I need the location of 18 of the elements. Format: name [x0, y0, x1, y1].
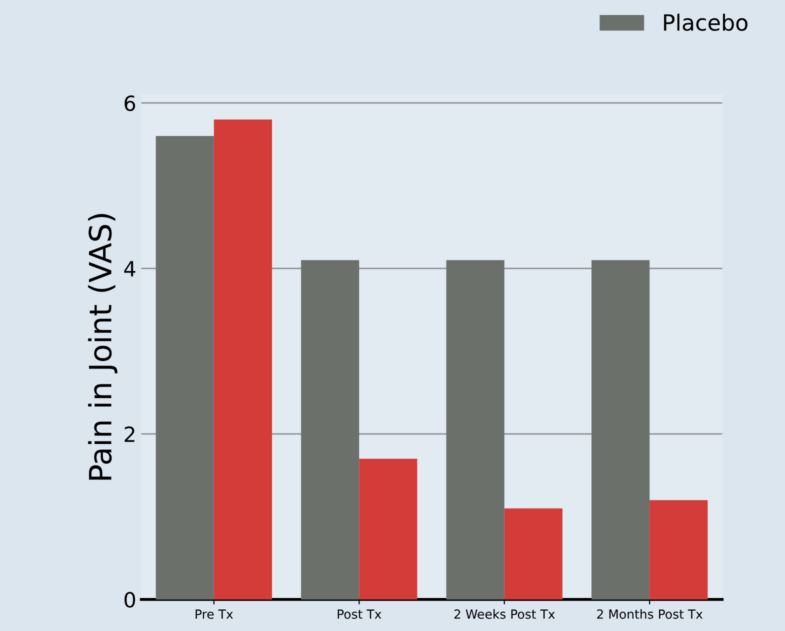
y-axis-title: Pain in Joint (VAS) [88, 214, 118, 480]
bar [301, 260, 360, 600]
bar [214, 119, 272, 600]
y-tick-label: 4 [124, 261, 136, 276]
x-tick-label: 2 Weeks Post Tx [454, 609, 555, 619]
bar [591, 260, 650, 600]
y-tick-label: 2 [124, 426, 134, 442]
x-tick-label: Post Tx [338, 610, 382, 619]
bar [156, 136, 214, 600]
bar [504, 508, 562, 600]
legend-label: Placebo [664, 14, 748, 31]
bar [359, 458, 418, 600]
x-tick-label: Pre Tx [196, 610, 233, 619]
y-tick-label: 0 [124, 592, 136, 608]
bar [446, 260, 504, 600]
x-tick-label: 2 Months Post Tx [597, 609, 703, 619]
bar [650, 500, 708, 600]
y-tick-label: 6 [124, 95, 136, 112]
